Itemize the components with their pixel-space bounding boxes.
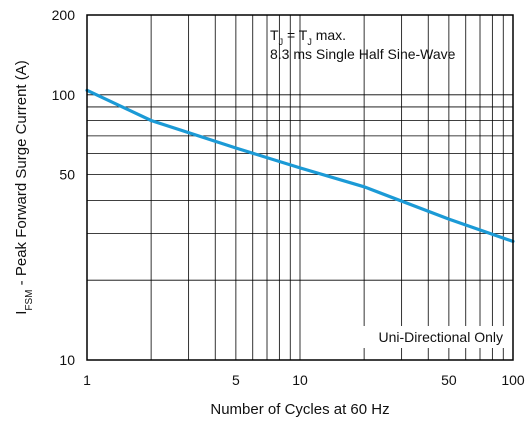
surge-current-line [85, 88, 515, 243]
anno-t1: T [270, 27, 279, 43]
x-tick-label: 5 [232, 372, 240, 388]
x-tick-label: 50 [441, 372, 457, 388]
x-tick-label: 100 [501, 372, 525, 388]
anno-eq: = T [283, 27, 308, 43]
x-tick-label: 1 [83, 372, 91, 388]
note-background [348, 326, 512, 348]
x-tick-labels: 1 5 10 50 100 [83, 372, 525, 388]
y-axis-label: IFSM - Peak Forward Surge Current (A) [13, 60, 35, 315]
y-tick-label: 200 [52, 7, 76, 23]
anno-rest: max. [312, 27, 346, 43]
x-tick-label: 10 [292, 372, 308, 388]
grid-lines [86, 14, 514, 361]
condition-annotation-line1: TJ = TJ max. [270, 27, 346, 47]
x-axis-label: Number of Cycles at 60 Hz [210, 401, 389, 418]
uni-directional-note: Uni-Directional Only [379, 329, 503, 345]
y-tick-labels: 10 50 100 200 [52, 7, 76, 368]
y-axis-label-prefix: I [13, 311, 30, 315]
series-group [85, 88, 515, 243]
y-axis-label-subscript: FSM [24, 289, 35, 310]
y-axis-label-suffix: - Peak Forward Surge Current (A) [13, 60, 30, 289]
y-tick-label: 100 [52, 87, 76, 103]
y-tick-label: 50 [59, 167, 75, 183]
y-tick-label: 10 [59, 352, 75, 368]
plot-frame [86, 14, 514, 361]
anno-t2-sub: J [307, 37, 312, 47]
anno-t1-sub: J [279, 37, 284, 47]
condition-annotation-line2: 8.3 ms Single Half Sine-Wave [270, 46, 456, 62]
